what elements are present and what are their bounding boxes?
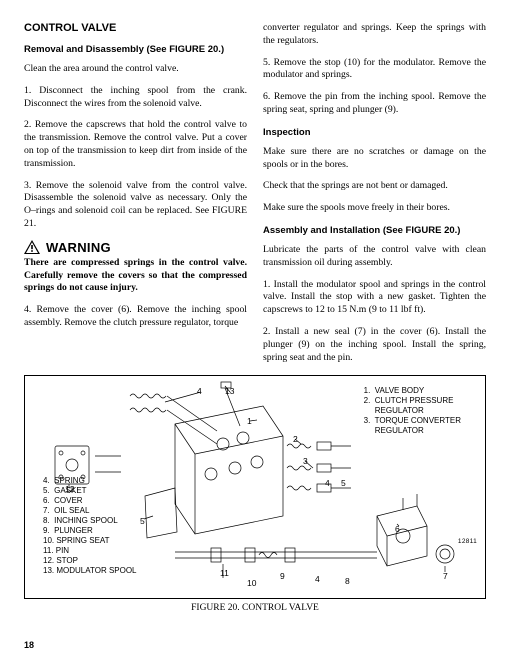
legend-line: 4. SPRING bbox=[43, 476, 137, 486]
left-p4: 3. Remove the solenoid valve from the co… bbox=[24, 180, 247, 231]
figure-callout: 13 bbox=[225, 386, 234, 396]
figure-callout: 10 bbox=[247, 578, 256, 588]
figure-callout: 3 bbox=[303, 456, 308, 466]
legend-line: 2. CLUTCH PRESSURE bbox=[364, 396, 461, 406]
figure-callout: 9 bbox=[280, 571, 285, 581]
legend-line: REGULATOR bbox=[364, 406, 461, 416]
warning-body: There are compressed springs in the cont… bbox=[24, 257, 247, 295]
right-p7: Lubricate the parts of the control valve… bbox=[263, 244, 486, 270]
left-p5: 4. Remove the cover (6). Remove the inch… bbox=[24, 304, 247, 330]
figure-callout: 8 bbox=[345, 576, 350, 586]
legend-line: 3. TORQUE CONVERTER bbox=[364, 416, 461, 426]
warning-header: WARNING bbox=[24, 240, 247, 255]
left-p3: 2. Remove the capscrews that hold the co… bbox=[24, 119, 247, 170]
legend-line: 1. VALVE BODY bbox=[364, 386, 461, 396]
section-title: CONTROL VALVE bbox=[24, 22, 247, 34]
legend-line: 13. MODULATOR SPOOL bbox=[43, 566, 137, 576]
removal-subtitle: Removal and Disassembly (See FIGURE 20.) bbox=[24, 44, 247, 55]
figure-callout: 11 bbox=[220, 568, 229, 578]
right-p9: 2. Install a new seal (7) in the cover (… bbox=[263, 326, 486, 364]
figure-callout: 5 bbox=[341, 478, 346, 488]
legend-line: REGULATOR bbox=[364, 426, 461, 436]
figure-caption: FIGURE 20. CONTROL VALVE bbox=[24, 603, 486, 613]
legend-line: 12. STOP bbox=[43, 556, 137, 566]
figure-callout: 1 bbox=[247, 416, 252, 426]
right-column: converter regulator and springs. Keep th… bbox=[263, 22, 486, 373]
legend-line: 9. PLUNGER bbox=[43, 526, 137, 536]
figure-legend-right: 1. VALVE BODY2. CLUTCH PRESSURE REGULATO… bbox=[364, 386, 461, 436]
right-p4: Make sure there are no scratches or dama… bbox=[263, 146, 486, 172]
right-p2: 5. Remove the stop (10) for the modulato… bbox=[263, 57, 486, 83]
left-column: CONTROL VALVE Removal and Disassembly (S… bbox=[24, 22, 247, 373]
figure-callout: 4 bbox=[315, 574, 320, 584]
left-p1: Clean the area around the control valve. bbox=[24, 63, 247, 76]
page: CONTROL VALVE Removal and Disassembly (S… bbox=[0, 0, 510, 660]
figure-callout: 4 bbox=[197, 386, 202, 396]
right-p3: 6. Remove the pin from the inching spool… bbox=[263, 91, 486, 117]
figure-callout: 2 bbox=[293, 434, 298, 444]
legend-line: 8. INCHING SPOOL bbox=[43, 516, 137, 526]
figure-legend-left: 4. SPRING5. GASKET6. COVER7. OIL SEAL8. … bbox=[43, 476, 137, 576]
warning-label: WARNING bbox=[46, 240, 111, 255]
legend-line: 5. GASKET bbox=[43, 486, 137, 496]
legend-line: 6. COVER bbox=[43, 496, 137, 506]
figure-callout: 5 bbox=[140, 516, 145, 526]
figure-callout: 7 bbox=[443, 571, 448, 581]
figure-callout: 12 bbox=[65, 484, 74, 494]
assembly-subtitle: Assembly and Installation (See FIGURE 20… bbox=[263, 225, 486, 236]
right-p1: converter regulator and springs. Keep th… bbox=[263, 22, 486, 48]
inspection-subtitle: Inspection bbox=[263, 127, 486, 138]
figure-callout: 4 bbox=[325, 478, 330, 488]
right-p6: Make sure the spools move freely in thei… bbox=[263, 202, 486, 215]
page-number: 18 bbox=[24, 640, 34, 650]
figure-small-number: 12811 bbox=[458, 538, 477, 545]
legend-line: 11. PIN bbox=[43, 546, 137, 556]
right-p8: 1. Install the modulator spool and sprin… bbox=[263, 279, 486, 317]
two-column-layout: CONTROL VALVE Removal and Disassembly (S… bbox=[24, 22, 486, 373]
legend-line: 7. OIL SEAL bbox=[43, 506, 137, 516]
warning-icon bbox=[24, 240, 40, 254]
right-p5: Check that the springs are not bent or d… bbox=[263, 180, 486, 193]
legend-line: 10. SPRING SEAT bbox=[43, 536, 137, 546]
figure-callout: 6 bbox=[395, 524, 400, 534]
figure-20-box: 1. VALVE BODY2. CLUTCH PRESSURE REGULATO… bbox=[24, 375, 486, 599]
left-p2: 1. Disconnect the inching spool from the… bbox=[24, 85, 247, 111]
